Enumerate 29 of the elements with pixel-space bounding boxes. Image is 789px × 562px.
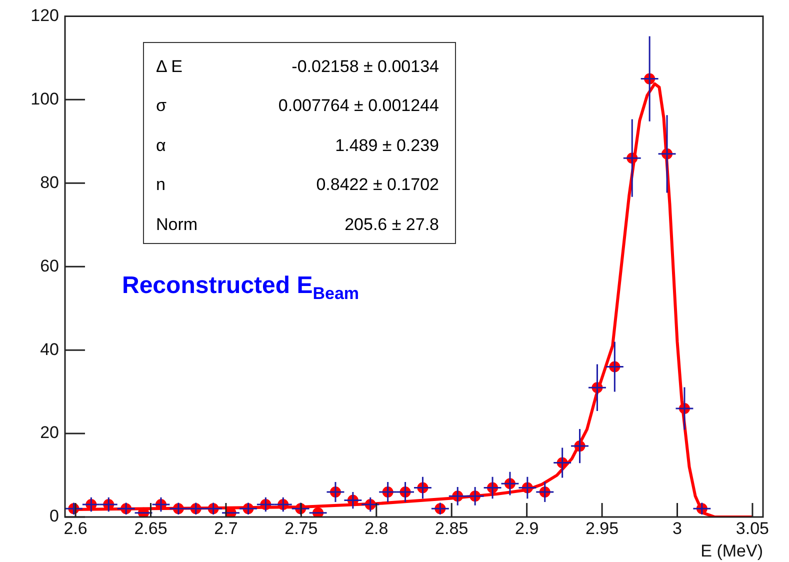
y-tick-label: 60 [40, 256, 59, 276]
annotation: Norm [156, 214, 198, 235]
y-tick-label: 80 [40, 172, 59, 192]
x-tick-label: 2.8 [364, 518, 388, 538]
y-tick-label: 120 [30, 6, 59, 25]
annotation: Reconstructed E$_{Beam}$ [122, 272, 360, 304]
annotation: σ [156, 96, 166, 116]
y-tick-label: 40 [40, 340, 59, 359]
x-tick-label: 2.6 [64, 518, 88, 538]
annotation: -0.02158 ± 0.00134 [292, 56, 439, 77]
y-tick-label: 100 [30, 89, 59, 108]
annotation: 205.6 ± 27.8 [344, 214, 439, 235]
x-tick-label: 2.9 [515, 518, 539, 538]
y-tick-label: 20 [40, 423, 59, 442]
x-tick-label: 2.95 [585, 518, 619, 538]
annotation: α [156, 136, 166, 156]
annotation: Δ E [156, 56, 182, 77]
y-tick-label: 0 [50, 506, 59, 526]
x-tick-label: 3 [672, 518, 682, 538]
x-tick-label: 3.05 [736, 518, 770, 538]
annotation: 0.8422 ± 0.1702 [316, 175, 439, 196]
x-tick-label: 2.65 [134, 518, 168, 538]
annotation: 1.489 ± 0.239 [335, 136, 439, 156]
x-tick-label: 2.85 [435, 518, 468, 538]
x-tick-label: 2.75 [284, 518, 318, 538]
annotation: n [156, 175, 166, 196]
x-tick-label: 2.7 [214, 518, 238, 538]
x-axis-title: E (MeV) [700, 541, 763, 560]
annotation: 0.007764 ± 0.001244 [278, 96, 439, 116]
